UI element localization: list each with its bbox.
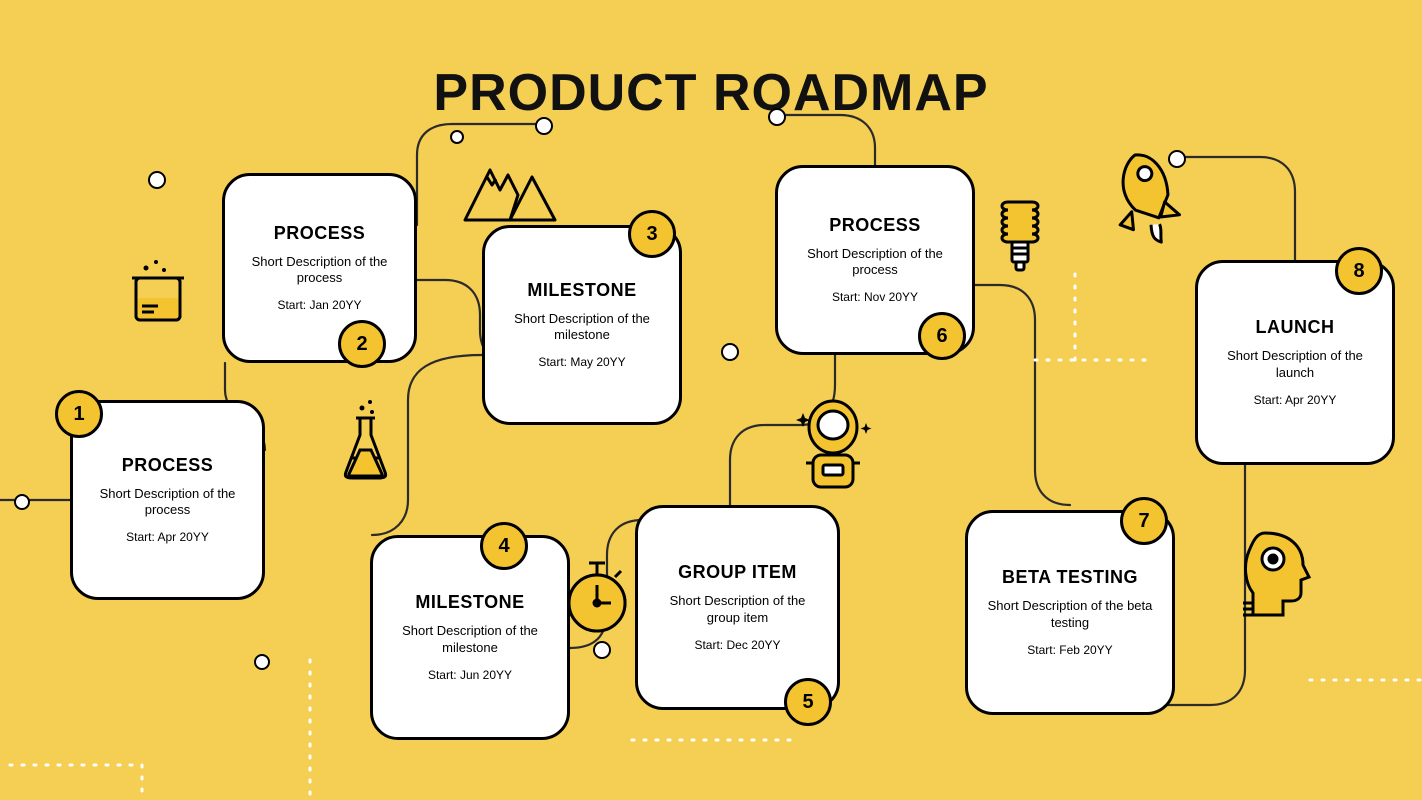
card-desc: Short Description of the beta testing <box>982 598 1158 631</box>
step-badge-5: 5 <box>784 678 832 726</box>
head-icon <box>1235 525 1315 620</box>
card-desc: Short Description of the milestone <box>387 623 553 656</box>
decor-dot <box>254 654 270 670</box>
card-desc: Short Description of the process <box>239 254 400 287</box>
card-start: Start: Dec 20YY <box>694 638 780 653</box>
step-badge-1: 1 <box>55 390 103 438</box>
decor-dot <box>593 641 611 659</box>
card-start: Start: Jan 20YY <box>277 298 361 313</box>
mountain-icon <box>460 155 560 225</box>
card-title: MILESTONE <box>527 280 636 301</box>
card-desc: Short Description of the group item <box>652 593 823 626</box>
beaker-icon <box>128 258 188 328</box>
card-start: Start: Apr 20YY <box>1254 393 1337 408</box>
rocket-icon <box>1100 150 1185 250</box>
card-desc: Short Description of the process <box>792 246 958 279</box>
roadmap-card-c1: PROCESS Short Description of the process S… <box>70 400 265 600</box>
card-title: MILESTONE <box>415 592 524 613</box>
step-badge-2: 2 <box>338 320 386 368</box>
card-title: PROCESS <box>274 223 366 244</box>
card-title: BETA TESTING <box>1002 567 1138 588</box>
astronaut-icon <box>788 395 878 495</box>
step-badge-6: 6 <box>918 312 966 360</box>
step-badge-8: 8 <box>1335 247 1383 295</box>
card-start: Start: Jun 20YY <box>428 668 512 683</box>
step-badge-7: 7 <box>1120 497 1168 545</box>
step-badge-4: 4 <box>480 522 528 570</box>
decor-dot <box>148 171 166 189</box>
card-title: LAUNCH <box>1256 317 1335 338</box>
card-title: GROUP ITEM <box>678 562 797 583</box>
decor-dot <box>721 343 739 361</box>
card-desc: Short Description of the process <box>87 486 248 519</box>
decor-dot <box>450 130 464 144</box>
card-start: Start: Feb 20YY <box>1027 643 1112 658</box>
card-start: Start: Nov 20YY <box>832 290 918 305</box>
card-desc: Short Description of the launch <box>1212 348 1378 381</box>
card-title: PROCESS <box>829 215 921 236</box>
bulb-icon <box>990 190 1050 290</box>
card-title: PROCESS <box>122 455 214 476</box>
roadmap-card-c4: MILESTONE Short Description of the milest… <box>370 535 570 740</box>
stopwatch-icon <box>565 555 630 635</box>
card-start: Start: Apr 20YY <box>126 530 209 545</box>
decor-dot <box>14 494 30 510</box>
decor-dot <box>535 117 553 135</box>
roadmap-title: PRODUCT ROADMAP <box>0 63 1422 123</box>
roadmap-stage: PRODUCT ROADMAP PROCESS Short Description… <box>0 0 1422 800</box>
card-start: Start: May 20YY <box>538 355 625 370</box>
flask-icon <box>338 400 393 480</box>
decor-dot <box>768 108 786 126</box>
card-desc: Short Description of the milestone <box>499 311 665 344</box>
roadmap-card-c2: PROCESS Short Description of the process S… <box>222 173 417 363</box>
step-badge-3: 3 <box>628 210 676 258</box>
